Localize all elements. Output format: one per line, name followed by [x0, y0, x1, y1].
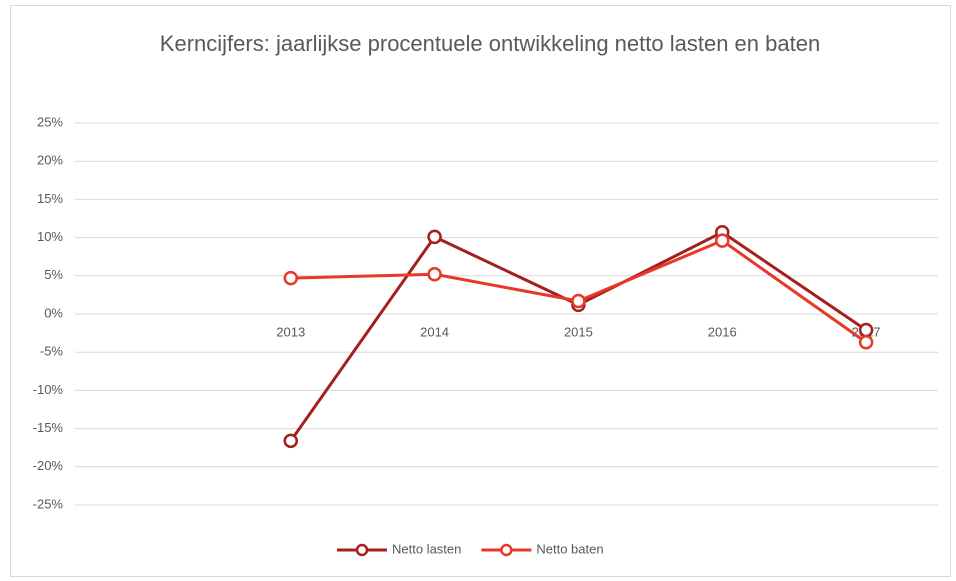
data-point — [427, 267, 442, 282]
legend-marker — [355, 543, 369, 557]
y-tick-label: 15% — [37, 191, 63, 206]
y-tick-label: 5% — [44, 267, 63, 282]
y-tick-label: 0% — [44, 305, 63, 320]
x-tick-label: 2014 — [420, 324, 449, 339]
data-point — [858, 335, 874, 350]
y-tick-label: 25% — [37, 114, 63, 129]
x-tick-label: 2013 — [276, 324, 305, 339]
y-tick-label: -25% — [33, 496, 64, 511]
data-point — [427, 229, 442, 245]
x-tick-label: 2016 — [708, 324, 737, 339]
data-point — [571, 293, 586, 309]
y-tick-label: 20% — [37, 153, 63, 168]
y-tick-label: 10% — [37, 229, 63, 244]
data-point — [283, 270, 298, 286]
chart-title: Kerncijfers: jaarlijkse procentuele ontw… — [159, 31, 821, 56]
y-tick-label: -5% — [40, 344, 64, 359]
legend-label: Netto baten — [536, 541, 603, 556]
data-point — [283, 433, 298, 449]
x-tick-label: 2015 — [564, 324, 593, 339]
legend-marker — [500, 543, 513, 557]
data-point — [715, 233, 730, 248]
legend-label: Netto lasten — [392, 541, 461, 556]
y-tick-label: -20% — [33, 458, 64, 473]
y-tick-label: -10% — [33, 382, 64, 397]
y-tick-label: -15% — [33, 420, 64, 435]
data-point — [858, 322, 874, 338]
